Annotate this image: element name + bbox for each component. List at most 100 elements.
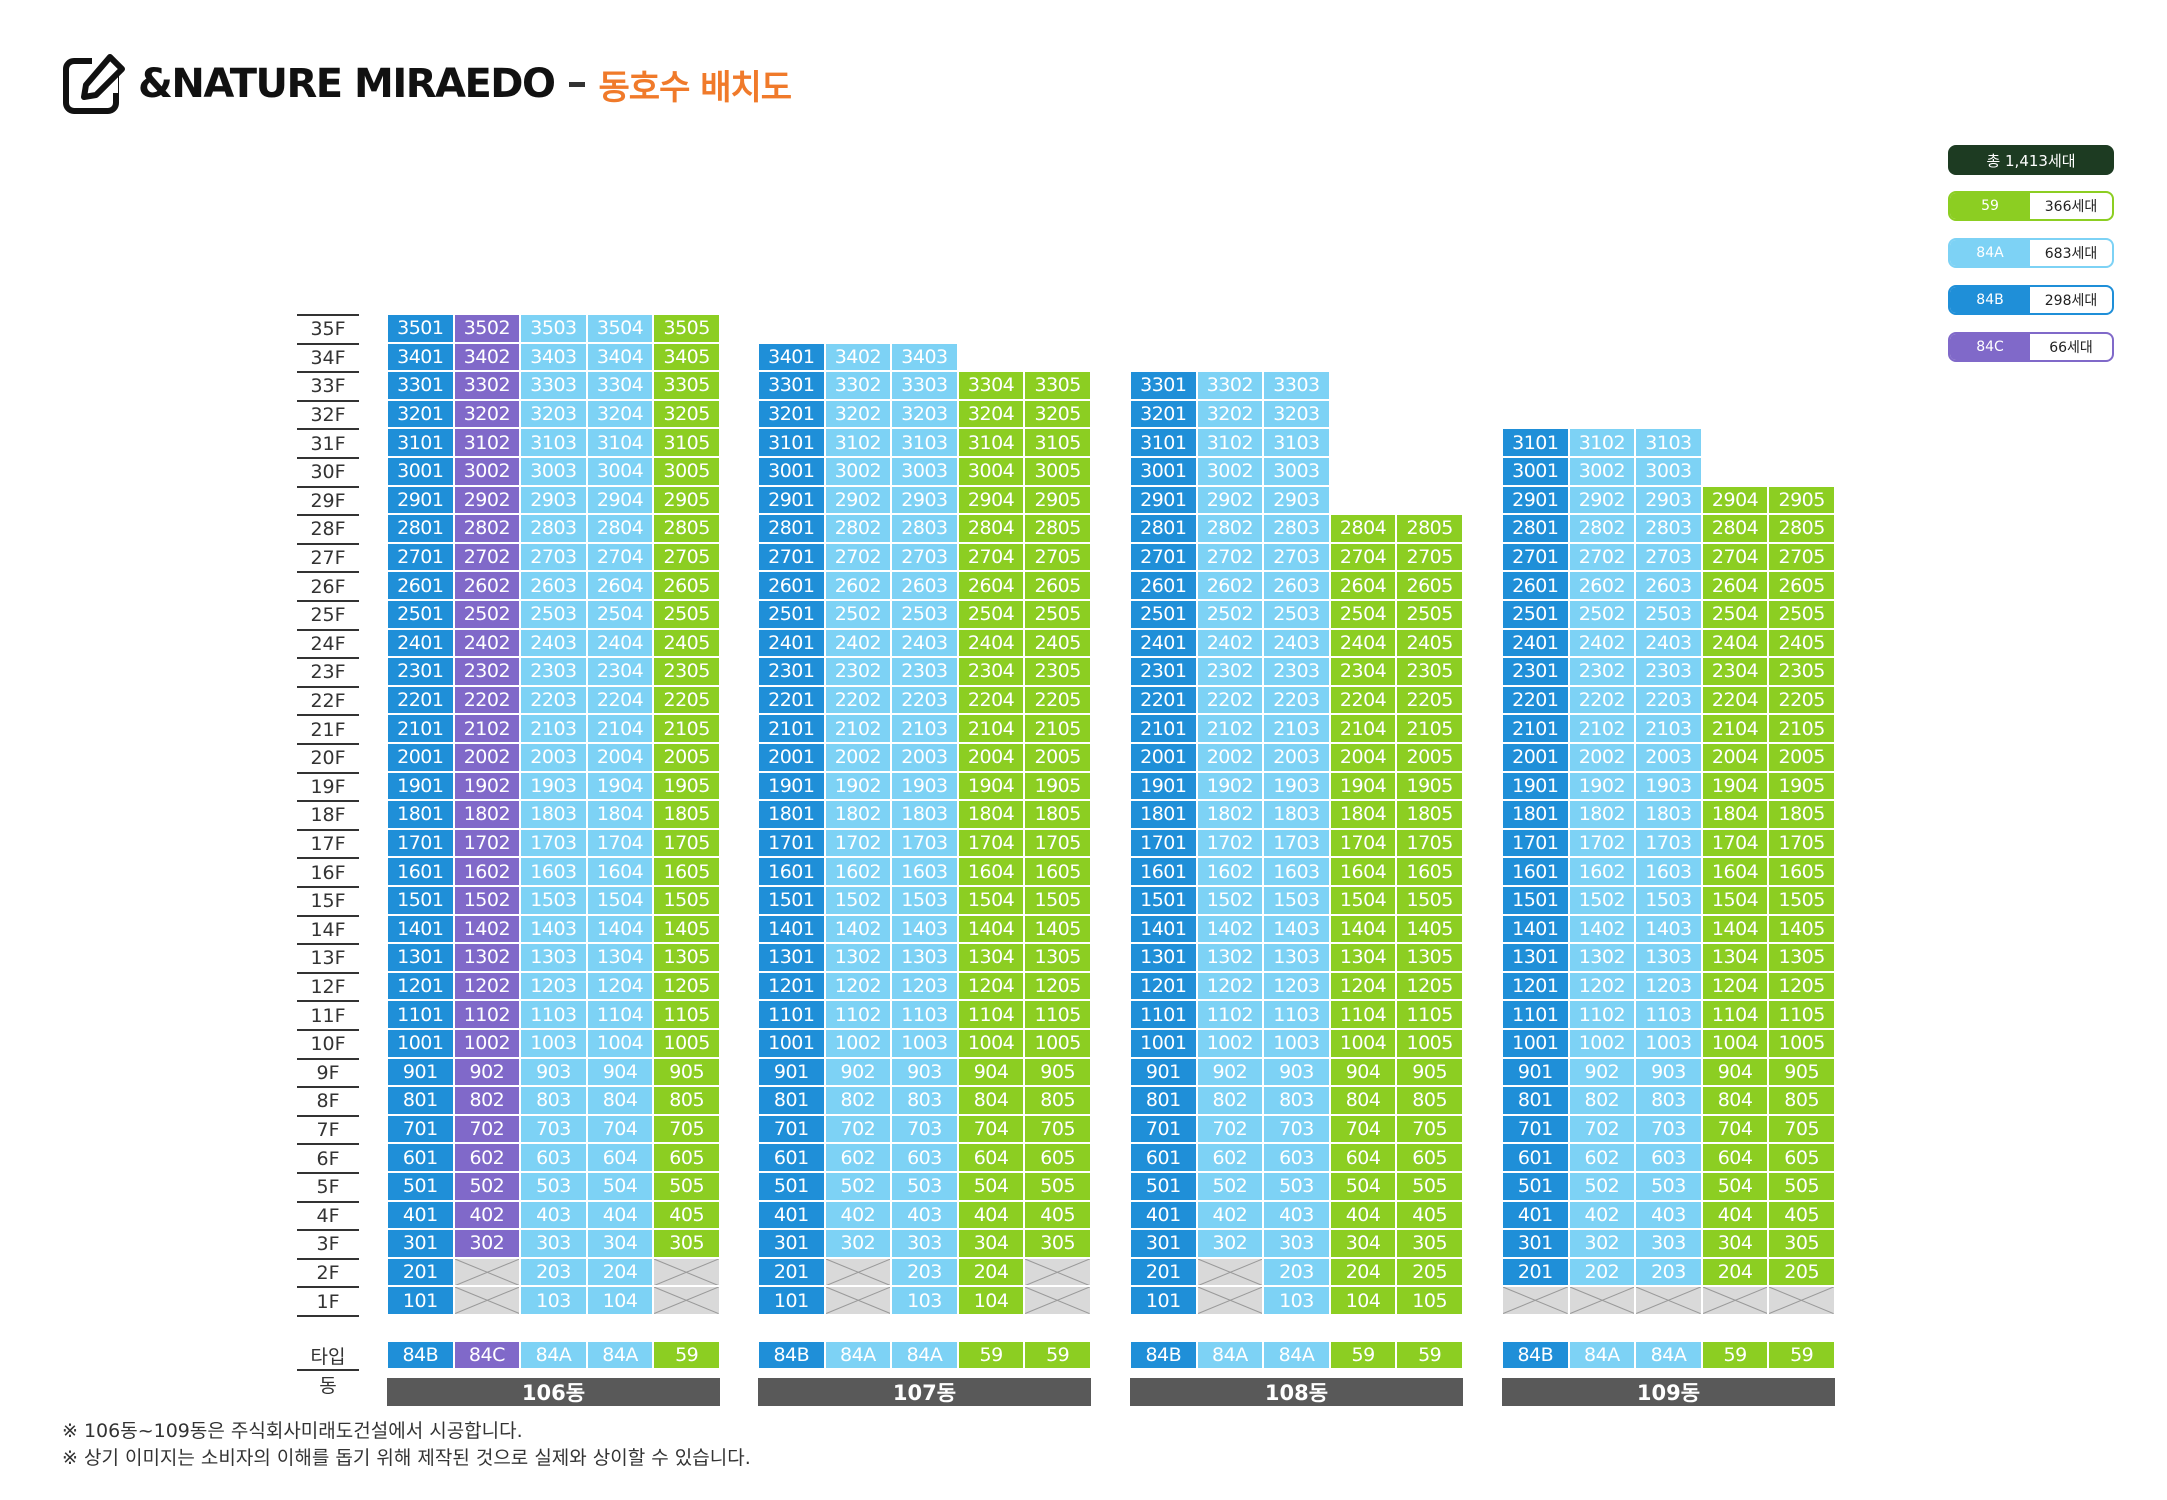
unit-cell: 905 [1024,1057,1091,1087]
unit-cell: 1903 [1263,771,1330,801]
unit-cell: 2905 [1024,485,1091,515]
unit-cell: 403 [891,1200,958,1230]
unit-cell: 1305 [653,943,720,972]
unit-cell: 2105 [1024,714,1091,743]
unit-cell: 3005 [1024,457,1091,486]
unit-cell: 2802 [1196,514,1264,543]
unit-cell: 1905 [1396,771,1463,801]
unit-cell: 2803 [891,514,958,543]
unit-cell: 2205 [653,685,720,715]
unit-cell: 1504 [1329,886,1397,915]
unit-cell: 2705 [1768,542,1835,572]
unit-cell: 3104 [957,428,1025,457]
unit-cell: 2103 [1263,714,1330,743]
unit-cell: 1401 [1130,914,1197,944]
unit-cell: 2903 [1635,485,1702,515]
unit-cell: 2502 [1196,600,1264,629]
unit-cell: 1203 [891,971,958,1001]
unit-cell: 2002 [824,743,892,772]
unit-cell: 302 [453,1229,521,1258]
unit-cell: 3401 [758,342,825,372]
unit-cell: 2003 [1263,743,1330,772]
unit-cell: 1402 [824,914,892,944]
unit-cell: 201 [1502,1257,1569,1287]
unit-cell: 3004 [957,457,1025,486]
unit-cell: 1801 [758,800,825,829]
unit-cell: 2403 [891,628,958,658]
unit-cell: 101 [758,1286,825,1315]
unit-cell: 3201 [758,399,825,429]
unit-cell: 2703 [1263,542,1330,572]
floor-label: 31F [297,428,359,457]
unit-cell: 1803 [1635,800,1702,829]
unit-cell: 903 [1635,1057,1702,1087]
unit-cell: 903 [1263,1057,1330,1087]
unit-cell: 101 [387,1286,454,1315]
unit-cell: 301 [1502,1229,1569,1258]
unit-cell: 403 [1635,1200,1702,1230]
unit-cell: 1805 [653,800,720,829]
unit-cell: 2602 [824,571,892,600]
void-cell [653,1286,720,1315]
unit-cell: 3003 [1263,457,1330,486]
unit-cell: 204 [1329,1257,1397,1287]
unit-cell: 3103 [1635,428,1702,457]
type-cell: 84A [1263,1341,1330,1369]
unit-cell: 202 [1568,1257,1636,1287]
unit-cell: 1801 [1130,800,1197,829]
unit-cell: 405 [1768,1200,1835,1230]
unit-cell: 2102 [453,714,521,743]
unit-cell: 1405 [1396,914,1463,944]
type-cell: 84A [891,1341,958,1369]
unit-cell: 2903 [891,485,958,515]
unit-cell: 1701 [1502,828,1569,858]
unit-cell: 1103 [1635,1000,1702,1029]
unit-cell: 3302 [453,371,521,400]
unit-cell: 3005 [653,457,720,486]
legend-item-84c: 84C 66세대 [1948,332,2114,362]
void-cell [653,1257,720,1287]
unit-cell: 1702 [1196,828,1264,858]
unit-cell: 901 [387,1057,454,1087]
unit-cell: 1204 [586,971,654,1001]
unit-cell: 2203 [1635,685,1702,715]
unit-cell: 2903 [1263,485,1330,515]
type-cell: 84A [1568,1341,1636,1369]
unit-cell: 103 [891,1286,958,1315]
unit-cell: 903 [520,1057,587,1087]
unit-cell: 2005 [1024,743,1091,772]
unit-cell: 3202 [453,399,521,429]
unit-cell: 1302 [453,943,521,972]
unit-cell: 2705 [653,542,720,572]
unit-cell: 604 [957,1143,1025,1172]
unit-cell: 403 [1263,1200,1330,1230]
unit-cell: 3302 [824,371,892,400]
unit-cell: 2404 [957,628,1025,658]
unit-cell: 1604 [957,857,1025,886]
unit-cell: 2801 [1130,514,1197,543]
unit-cell: 1904 [1701,771,1769,801]
unit-cell: 1801 [1502,800,1569,829]
unit-cell: 802 [824,1086,892,1115]
unit-cell: 2701 [1502,542,1569,572]
type-cell: 84A [586,1341,654,1369]
unit-cell: 304 [1701,1229,1769,1258]
unit-cell: 3204 [957,399,1025,429]
unit-cell: 2303 [1263,657,1330,686]
unit-cell: 2202 [1568,685,1636,715]
unit-cell: 802 [1568,1086,1636,1115]
floor-label: 13F [297,943,359,972]
unit-cell: 601 [758,1143,825,1172]
unit-cell: 2405 [1768,628,1835,658]
unit-cell: 2401 [1502,628,1569,658]
unit-cell: 3405 [653,342,720,372]
void-cell [1701,1286,1769,1315]
unit-cell: 2904 [586,485,654,515]
unit-cell: 2104 [957,714,1025,743]
unit-cell: 2502 [824,600,892,629]
floor-label: 27F [297,542,359,572]
unit-cell: 2105 [1396,714,1463,743]
unit-cell: 2804 [1329,514,1397,543]
floor-label: 33F [297,371,359,400]
building-name-bar: 108동 [1130,1378,1463,1406]
